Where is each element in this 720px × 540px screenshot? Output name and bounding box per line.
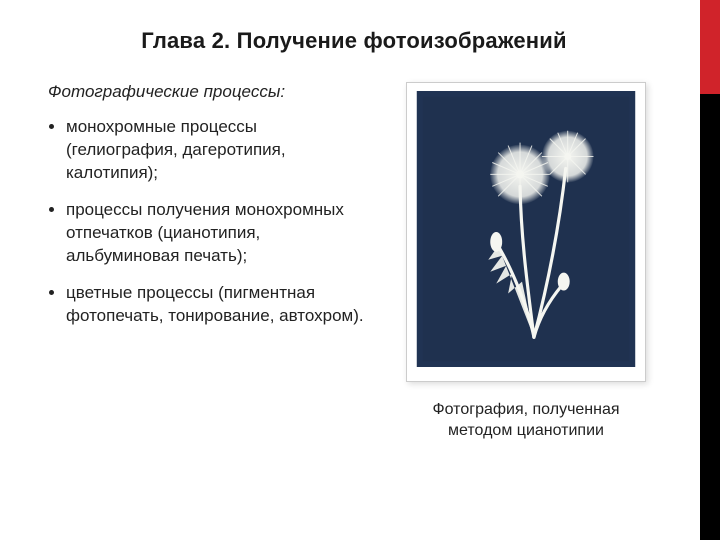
dandelion-cyanotype-icon [415, 91, 637, 367]
figure-caption: Фотография, полученная методом цианотипи… [406, 400, 646, 442]
bullet-list: монохромные процессы (гелиография, дагер… [48, 116, 368, 328]
accent-bar [700, 0, 720, 94]
lead-text: Фотографические процессы: [48, 82, 368, 102]
chapter-title: Глава 2. Получение фотоизображений [48, 28, 660, 54]
paper-area: Глава 2. Получение фотоизображений Фотог… [0, 0, 700, 540]
figure-column: Фотография, полученная методом цианотипи… [392, 82, 660, 442]
list-item: цветные процессы (пигментная фотопечать,… [66, 282, 368, 328]
cyanotype-figure [406, 82, 646, 382]
slide: Глава 2. Получение фотоизображений Фотог… [0, 0, 720, 540]
list-item: монохромные процессы (гелиография, дагер… [66, 116, 368, 185]
text-column: Фотографические процессы: монохромные пр… [48, 82, 368, 442]
content-row: Фотографические процессы: монохромные пр… [48, 82, 660, 442]
list-item: процессы получения монохромных отпечатко… [66, 199, 368, 268]
